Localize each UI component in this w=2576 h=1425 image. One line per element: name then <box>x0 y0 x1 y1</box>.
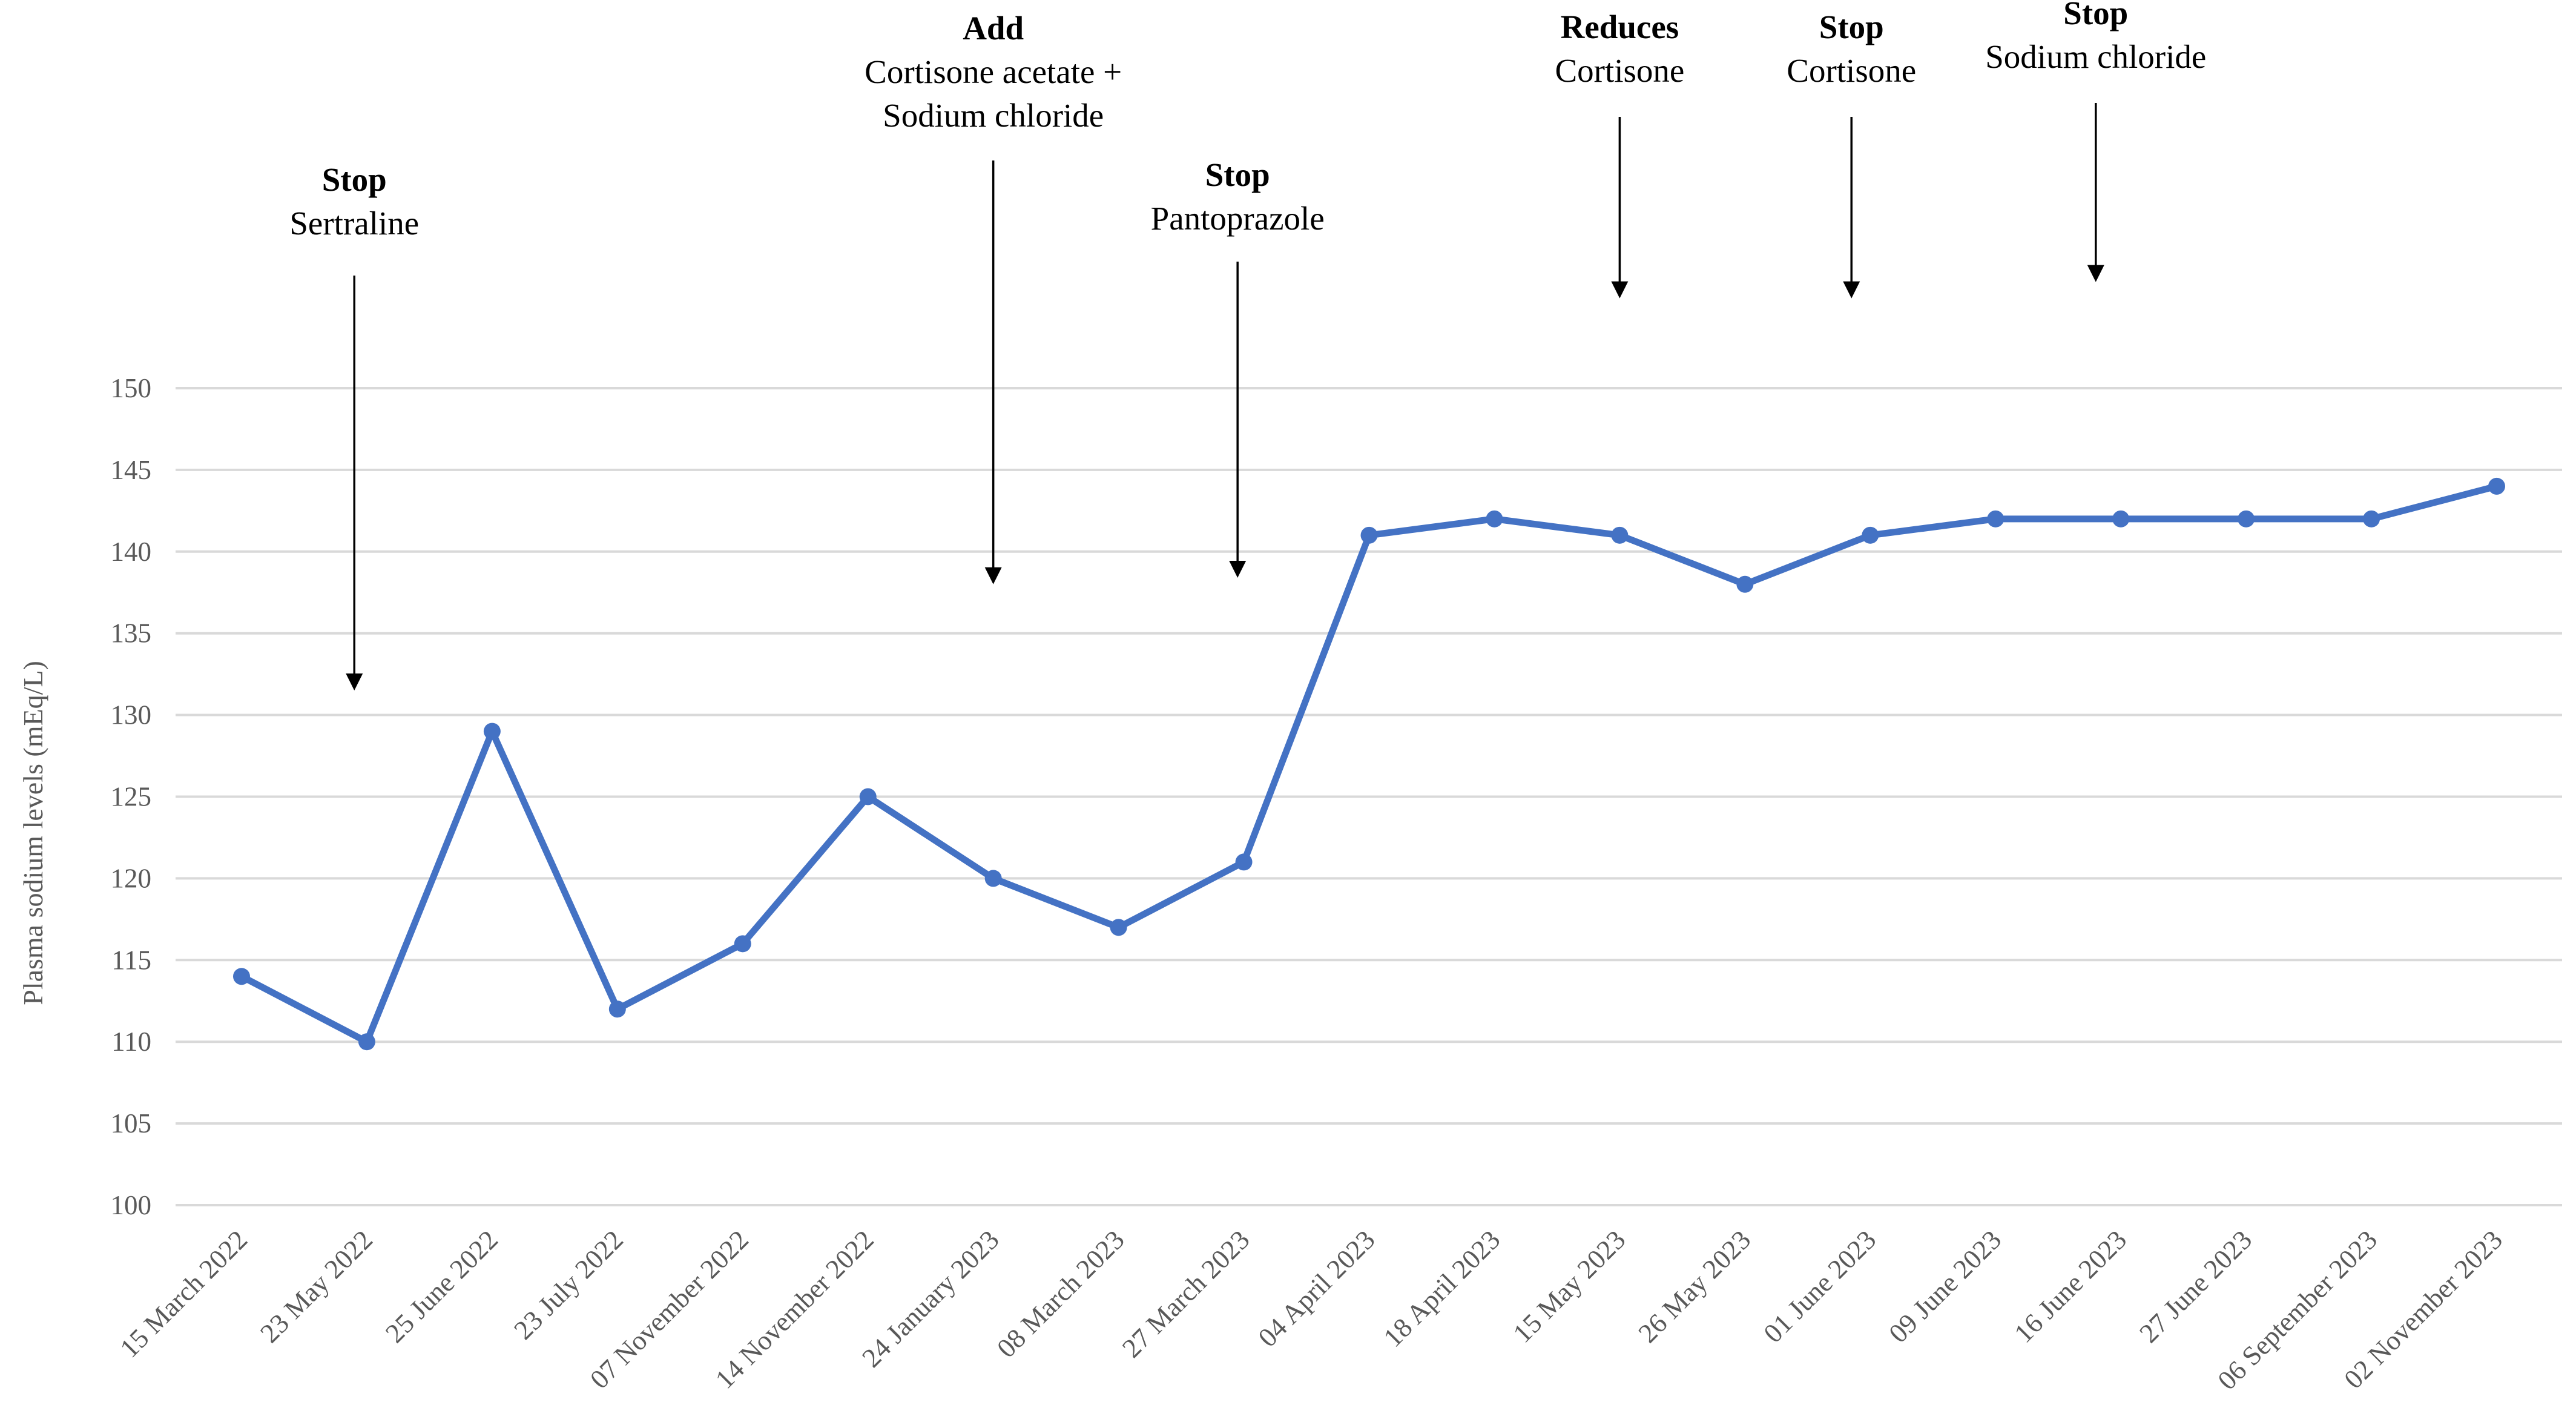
y-tick-label: 140 <box>111 537 152 567</box>
arrow-head <box>2087 265 2104 282</box>
y-axis-label: Plasma sodium levels (mEq/L) <box>18 661 48 1005</box>
y-tick-label: 100 <box>111 1190 152 1220</box>
data-point <box>1862 526 1879 544</box>
data-point <box>1110 919 1127 936</box>
x-tick-label: 25 June 2022 <box>380 1225 504 1349</box>
grid <box>176 387 2562 1206</box>
arrow-head <box>1843 281 1860 299</box>
annotation-title: Reduces <box>1561 8 1679 45</box>
data-point <box>984 870 1002 887</box>
x-tick-label: 23 July 2022 <box>508 1225 629 1346</box>
data-point <box>2238 510 2255 527</box>
y-tick-label: 120 <box>111 863 152 893</box>
annotation: Stop Sertraline <box>289 161 419 691</box>
arrow-head <box>984 567 1002 584</box>
data-point <box>1360 526 1378 544</box>
annotation-title: Add <box>963 10 1024 47</box>
annotation-text: Sodium chloride <box>1985 38 2206 75</box>
annotation-text: Cortisone <box>1787 52 1916 89</box>
arrow-head <box>1611 281 1629 299</box>
x-tick-label: 26 May 2023 <box>1632 1225 1756 1349</box>
data-point <box>1987 510 2004 527</box>
annotation-text: Sodium chloride <box>883 97 1104 134</box>
data-point <box>734 935 751 953</box>
y-tick-label: 125 <box>111 782 152 812</box>
series <box>233 477 2505 1051</box>
x-tick-label: 23 May 2022 <box>254 1225 378 1349</box>
y-axis-ticks: 100 105 110 115 120 125 130 135 140 145 150 <box>111 373 152 1220</box>
y-tick-label: 130 <box>111 700 152 730</box>
annotation-text: Cortisone <box>1555 52 1684 89</box>
annotation: Stop Pantoprazole <box>1151 156 1325 578</box>
x-tick-label: 16 June 2023 <box>2008 1225 2132 1349</box>
arrow-head <box>1229 560 1247 578</box>
data-point <box>233 968 250 985</box>
data-point <box>358 1033 375 1051</box>
x-tick-label: 15 May 2023 <box>1507 1225 1631 1349</box>
data-point <box>1736 575 1754 593</box>
x-tick-label: 01 June 2023 <box>1757 1225 1882 1349</box>
x-tick-label: 08 March 2023 <box>991 1225 1130 1364</box>
y-tick-label: 110 <box>111 1027 151 1057</box>
annotation-text: Pantoprazole <box>1151 200 1325 237</box>
data-point <box>1235 853 1253 871</box>
arrow-head <box>346 673 363 691</box>
data-point <box>608 1000 626 1018</box>
x-tick-label: 15 March 2022 <box>114 1225 253 1364</box>
annotations: Stop Sertraline Add Cortisone acetate + Sodi… <box>289 0 2206 691</box>
y-tick-label: 145 <box>111 455 152 485</box>
data-point <box>1486 510 1503 527</box>
x-tick-label: 18 April 2023 <box>1377 1225 1506 1353</box>
y-tick-label: 150 <box>111 373 152 403</box>
x-axis-ticks: 15 March 2022 23 May 2022 25 June 2022 23 J… <box>114 1225 2508 1396</box>
series-line <box>238 483 2500 1045</box>
annotation: Reduces Cortisone <box>1555 8 1684 299</box>
data-point <box>859 788 877 805</box>
x-tick-label: 09 June 2023 <box>1883 1225 2007 1349</box>
annotation-title: Stop <box>2063 0 2128 31</box>
y-tick-label: 135 <box>111 618 152 649</box>
data-point <box>2488 477 2505 495</box>
x-tick-label: 27 June 2023 <box>2133 1225 2258 1349</box>
annotation-title: Stop <box>1205 156 1270 193</box>
data-point <box>2363 510 2380 527</box>
annotation-text: Cortisone acetate + <box>865 53 1122 90</box>
x-tick-label: 27 March 2023 <box>1116 1225 1256 1364</box>
data-point <box>483 722 501 740</box>
annotation: Stop Cortisone <box>1787 8 1916 299</box>
annotation-title: Stop <box>1819 8 1884 45</box>
annotation-text: Sertraline <box>289 205 419 242</box>
y-tick-label: 115 <box>111 945 151 975</box>
data-point <box>2112 510 2130 527</box>
annotation: Stop Sodium chloride <box>1985 0 2206 282</box>
y-tick-label: 105 <box>111 1108 152 1139</box>
data-point <box>1611 526 1629 544</box>
annotation-title: Stop <box>322 161 387 198</box>
annotation: Add Cortisone acetate + Sodium chloride <box>865 10 1122 584</box>
x-tick-label: 04 April 2023 <box>1252 1225 1380 1353</box>
